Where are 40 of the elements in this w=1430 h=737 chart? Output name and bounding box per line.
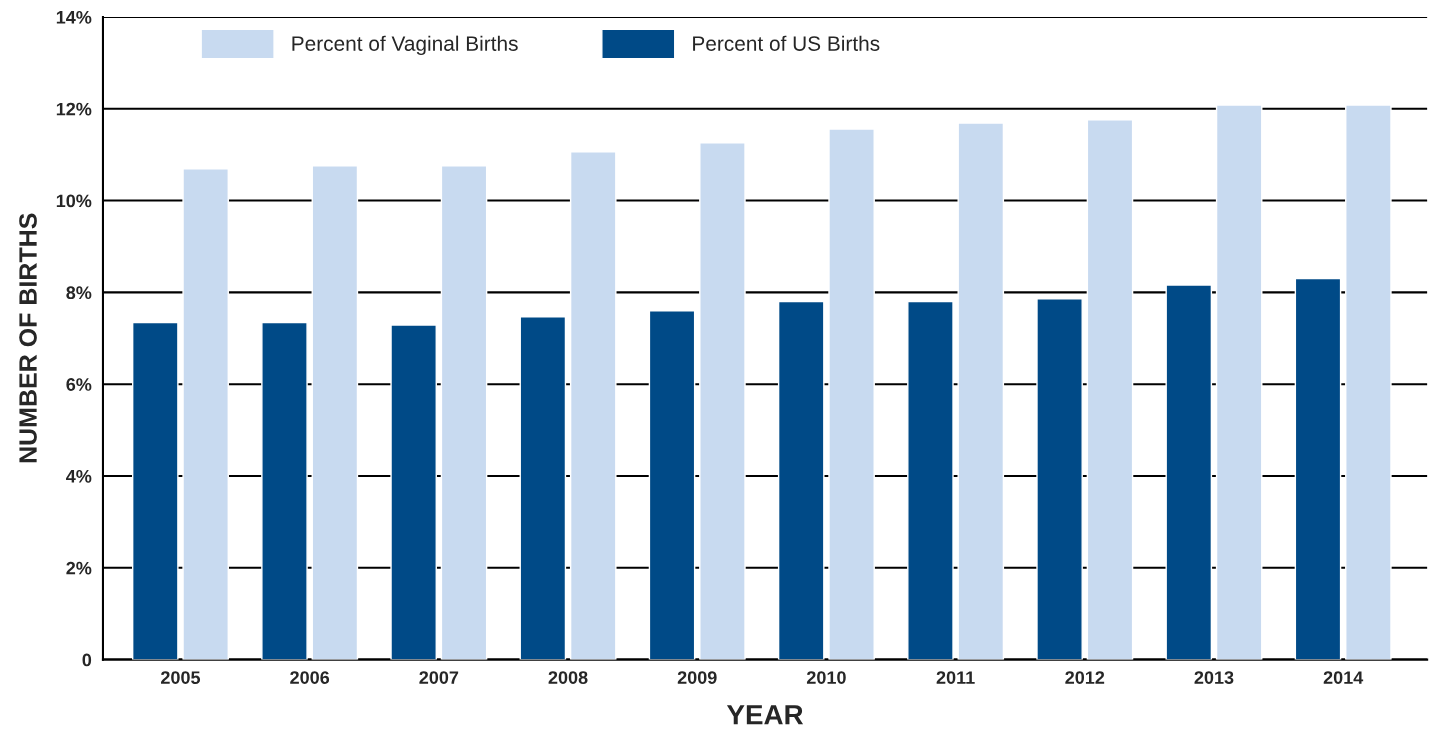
y-tick-label: 6%: [66, 378, 92, 391]
bar: [131, 321, 179, 660]
legend-label: Percent of US Births: [693, 35, 880, 51]
x-tick-label: 2009: [677, 671, 717, 684]
y-tick-label: 12%: [56, 102, 92, 116]
bar: [907, 300, 954, 660]
bar: [699, 142, 746, 660]
x-tick-label: 2010: [806, 671, 846, 684]
bar: [1086, 119, 1134, 660]
x-tick-label: 2007: [419, 671, 459, 684]
bar: [569, 151, 617, 660]
bar: [648, 310, 696, 660]
x-tick-label: 2011: [936, 671, 975, 684]
y-axis-title: NUMBER OF BIRTHS: [19, 213, 37, 463]
bar: [311, 164, 359, 660]
x-axis-title: YEAR: [726, 705, 804, 725]
bar: [440, 164, 488, 660]
bar: [519, 316, 567, 660]
y-tick-label: 8%: [66, 286, 92, 300]
bar: [828, 128, 875, 660]
bar: [390, 324, 437, 660]
bar: [182, 168, 229, 660]
y-tick-label: 2%: [66, 561, 92, 575]
y-tick-label: 0: [82, 653, 92, 667]
x-tick-label: 2008: [548, 671, 588, 684]
bar: [777, 300, 825, 660]
x-tick-label: 2006: [290, 671, 330, 684]
x-tick-label: 2005: [161, 671, 201, 684]
y-tick-label: 4%: [66, 469, 92, 483]
bar: [1165, 284, 1213, 660]
legend-label: Percent of Vaginal Births: [292, 35, 518, 56]
bar: [1215, 104, 1263, 660]
y-tick-label: 14%: [56, 10, 92, 24]
x-tick-label: 2013: [1194, 671, 1234, 685]
x-tick-label: 2014: [1323, 671, 1364, 684]
y-tick-label: 10%: [56, 194, 92, 208]
x-tick-label: 2012: [1065, 671, 1105, 684]
bar: [957, 122, 1005, 660]
bar: [261, 321, 308, 660]
bar: [1036, 298, 1083, 660]
